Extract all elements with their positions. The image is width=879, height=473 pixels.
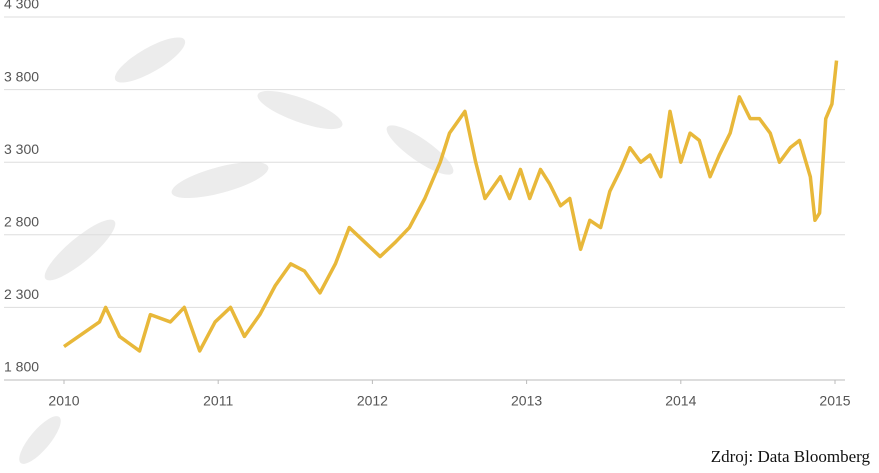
y-tick-label: 3 800: [4, 68, 39, 84]
y-tick-label: 1 800: [4, 359, 39, 375]
x-tick-label: 2014: [665, 393, 696, 409]
y-tick-label: 2 800: [4, 214, 39, 230]
x-tick-label: 2011: [203, 393, 233, 409]
y-tick-label: 3 300: [4, 141, 39, 157]
y-tick-label: 4 300: [4, 0, 39, 12]
source: Zdroj: Data Bloomberg: [711, 447, 871, 466]
data-line: [63, 60, 839, 353]
y-tick-label: 2 300: [4, 286, 39, 302]
x-tick-label: 2013: [511, 393, 542, 409]
x-tick-label: 2010: [48, 393, 79, 409]
x-tick-label: 2012: [357, 393, 388, 409]
x-tick-label: 2015: [819, 393, 850, 409]
background-leaves: [19, 37, 454, 464]
